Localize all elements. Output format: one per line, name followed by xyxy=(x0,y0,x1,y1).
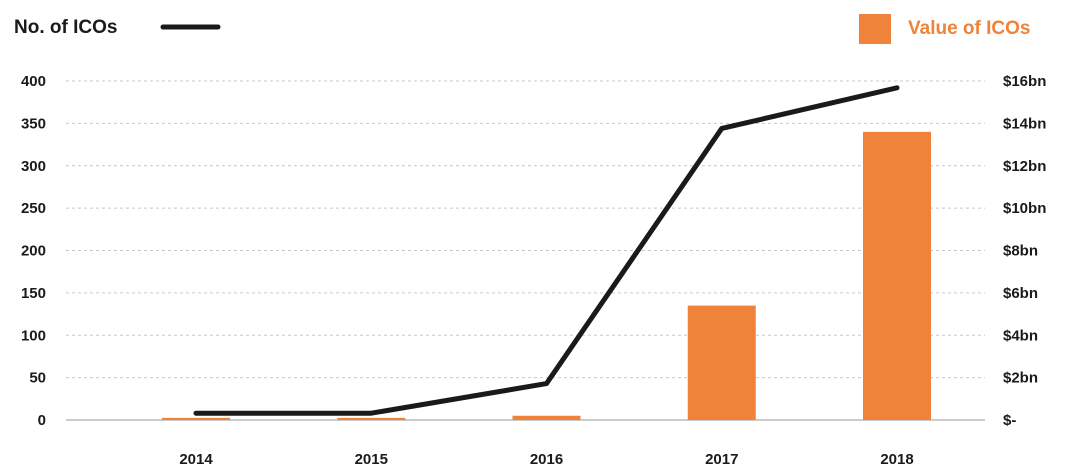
legend-line: No. of ICOs xyxy=(14,17,221,38)
right-tick-label: $6bn xyxy=(1003,285,1038,302)
x-tick-label: 2014 xyxy=(179,451,213,468)
right-tick-label: $16bn xyxy=(1003,73,1046,90)
left-tick-label: 0 xyxy=(38,412,46,429)
line-series-no-of-icos xyxy=(193,85,900,416)
x-tick-label: 2018 xyxy=(880,451,913,468)
bar-2017 xyxy=(687,305,756,420)
left-tick-label: 300 xyxy=(21,158,46,175)
left-tick-label: 100 xyxy=(21,327,46,344)
x-axis-ticks: 2014 2015 2016 2017 2018 xyxy=(179,451,913,468)
bar-series-value-of-icos xyxy=(162,131,931,420)
bar-2018 xyxy=(863,131,931,420)
right-tick-label: $8bn xyxy=(1003,243,1038,260)
legend-line-label: No. of ICOs xyxy=(14,17,117,38)
bar-2014 xyxy=(162,417,230,420)
x-tick-label: 2017 xyxy=(705,451,738,468)
left-tick-label: 350 xyxy=(21,115,46,132)
left-tick-label: 250 xyxy=(21,200,46,217)
legend-bar: Value of ICOs xyxy=(859,14,1030,44)
right-tick-label: $- xyxy=(1003,412,1016,429)
x-tick-label: 2016 xyxy=(530,451,563,468)
legend-bar-swatch xyxy=(859,14,891,44)
right-tick-label: $2bn xyxy=(1003,370,1038,387)
x-tick-label: 2015 xyxy=(355,451,388,468)
right-tick-label: $12bn xyxy=(1003,158,1046,175)
bar-2015 xyxy=(337,417,406,420)
right-axis-ticks: $- $2bn $4bn $6bn $8bn $10bn $12bn $14bn $16bn xyxy=(1003,73,1046,429)
right-tick-label: $14bn xyxy=(1003,115,1046,132)
left-axis-ticks: 0 50 100 150 200 250 300 350 400 xyxy=(21,73,46,429)
bar-2016 xyxy=(512,415,581,420)
left-tick-label: 50 xyxy=(29,370,46,387)
legend-bar-label: Value of ICOs xyxy=(908,18,1030,39)
gridlines xyxy=(66,80,985,421)
right-tick-label: $4bn xyxy=(1003,327,1038,344)
right-tick-label: $10bn xyxy=(1003,200,1046,217)
left-tick-label: 400 xyxy=(21,73,46,90)
left-tick-label: 200 xyxy=(21,243,46,260)
left-tick-label: 150 xyxy=(21,285,46,302)
